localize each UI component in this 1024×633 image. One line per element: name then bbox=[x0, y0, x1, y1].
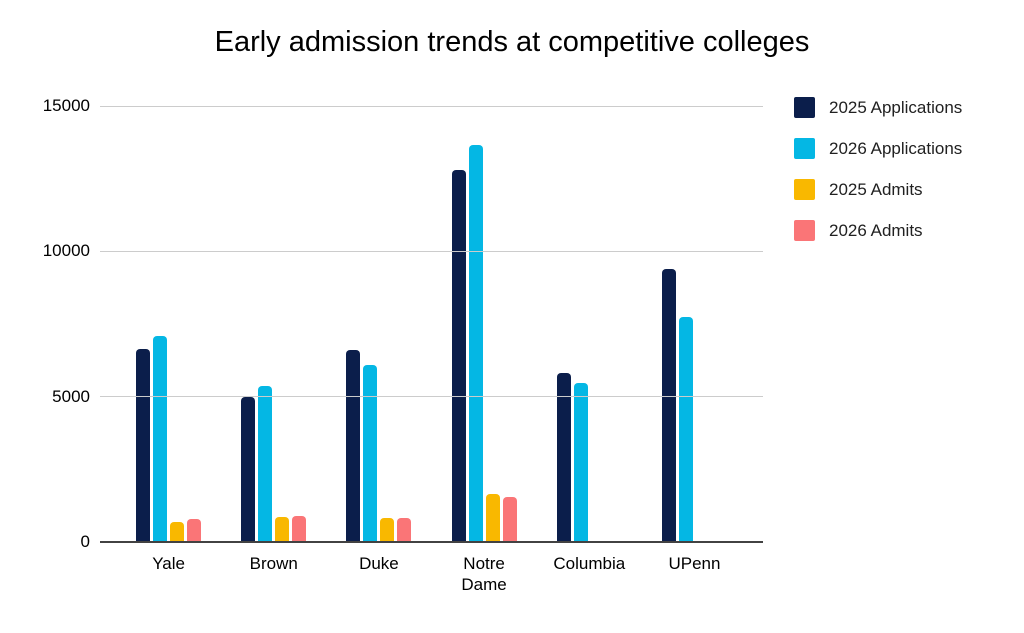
x-tick-label: Columbia bbox=[537, 553, 642, 595]
bar bbox=[397, 518, 412, 542]
bar bbox=[275, 517, 290, 542]
bar bbox=[241, 397, 256, 542]
legend: 2025 Applications 2026 Applications 2025 A… bbox=[794, 97, 962, 241]
bar bbox=[678, 317, 693, 542]
bar bbox=[170, 522, 185, 542]
bar bbox=[258, 386, 273, 542]
y-tick-label: 15000 bbox=[42, 96, 90, 115]
bar-group-brown bbox=[221, 106, 326, 542]
x-tick-label-text: UPenn bbox=[668, 554, 721, 573]
gridline bbox=[100, 250, 763, 252]
x-tick-label: Notre Dame bbox=[432, 553, 537, 595]
bar bbox=[468, 145, 483, 542]
x-tick-label-text: Notre Dame bbox=[461, 554, 507, 594]
legend-item: 2026 Admits bbox=[794, 220, 962, 241]
bar bbox=[502, 497, 517, 542]
bar bbox=[187, 519, 202, 542]
chart-title: Early admission trends at competitive co… bbox=[214, 26, 810, 58]
bar bbox=[573, 383, 588, 542]
x-tick-label-text: Brown bbox=[249, 554, 298, 573]
bar bbox=[346, 350, 361, 542]
legend-item: 2026 Applications bbox=[794, 138, 962, 159]
bar-group-columbia bbox=[537, 106, 642, 542]
x-tick-label-text: Columbia bbox=[553, 554, 626, 573]
bar bbox=[451, 170, 466, 542]
bar bbox=[485, 494, 500, 542]
y-tick-label: 0 bbox=[80, 532, 90, 551]
bar-group-yale bbox=[116, 106, 221, 542]
bar bbox=[153, 336, 168, 542]
gridline bbox=[100, 396, 763, 398]
bar bbox=[380, 518, 395, 542]
x-tick-label-text: Duke bbox=[359, 554, 399, 573]
bar-groups-row bbox=[100, 106, 763, 542]
x-tick-label: Brown bbox=[221, 553, 326, 595]
bar bbox=[661, 269, 676, 542]
legend-swatch-icon bbox=[794, 138, 815, 159]
x-tick-label: UPenn bbox=[642, 553, 747, 595]
plot-area bbox=[100, 105, 763, 543]
bar-group-duke bbox=[326, 106, 431, 542]
bar-group-notre-dame bbox=[432, 106, 537, 542]
x-tick-label-text: Yale bbox=[152, 554, 185, 573]
bar-group-upenn bbox=[642, 106, 747, 542]
bar bbox=[136, 349, 151, 542]
legend-label: 2026 Applications bbox=[829, 139, 963, 158]
legend-item: 2025 Applications bbox=[794, 97, 962, 118]
legend-swatch-icon bbox=[794, 179, 815, 200]
bar bbox=[292, 516, 307, 542]
y-tick-label: 10000 bbox=[42, 241, 90, 261]
y-tick-label: 5000 bbox=[52, 386, 90, 406]
bar bbox=[363, 365, 378, 542]
x-axis-labels: Yale Brown Duke Notre Dame Columbia UPenn bbox=[100, 553, 763, 595]
legend-label: 2025 Admits bbox=[829, 180, 923, 199]
x-tick-label: Yale bbox=[116, 553, 221, 595]
legend-swatch-icon bbox=[794, 220, 815, 241]
legend-label: 2026 Admits bbox=[829, 221, 923, 240]
legend-item: 2025 Admits bbox=[794, 179, 962, 200]
bar bbox=[556, 373, 571, 542]
legend-label: 2025 Applications bbox=[829, 98, 963, 117]
gridline bbox=[100, 105, 763, 107]
x-tick-label: Duke bbox=[326, 553, 431, 595]
legend-swatch-icon bbox=[794, 97, 815, 118]
x-axis-line bbox=[100, 541, 763, 543]
